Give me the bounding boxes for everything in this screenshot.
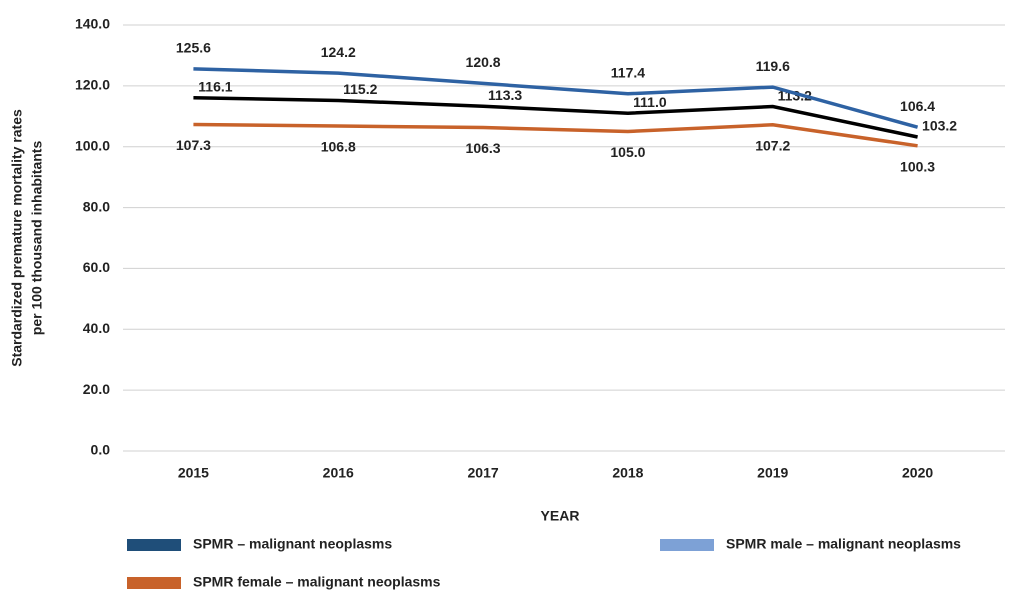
data-label: 116.1	[198, 78, 232, 94]
data-label: 107.2	[755, 138, 790, 154]
data-label: 113.3	[488, 87, 522, 103]
data-label: 106.8	[321, 139, 356, 155]
y-tick-label: 140.0	[75, 16, 110, 32]
data-label: 124.2	[321, 44, 356, 60]
data-label: 117.4	[611, 64, 645, 80]
y-tick-label: 0.0	[91, 442, 111, 458]
data-label: 105.0	[610, 144, 645, 160]
y-tick-label: 60.0	[83, 259, 110, 275]
data-label: 107.3	[176, 137, 211, 153]
y-tick-label: 120.0	[75, 77, 110, 93]
data-label: 119.6	[756, 58, 790, 74]
x-tick-label: 2020	[902, 465, 933, 481]
x-tick-label: 2019	[757, 465, 788, 481]
legend-label: SPMR – malignant neoplasms	[193, 536, 392, 552]
data-label: 111.0	[633, 94, 667, 110]
x-tick-label: 2015	[178, 465, 209, 481]
y-tick-label: 20.0	[83, 381, 110, 397]
y-axis-title: Stardardized premature mortality rates	[9, 109, 25, 367]
y-axis-title: per 100 thousand inhabitants	[29, 141, 45, 336]
x-tick-label: 2018	[612, 465, 643, 481]
legend-label: SPMR male – malignant neoplasms	[726, 536, 961, 552]
data-label: 106.3	[466, 140, 501, 156]
series-line	[193, 122, 918, 148]
x-axis-title: YEAR	[541, 508, 580, 524]
x-tick-label: 2017	[468, 465, 499, 481]
data-label: 125.6	[176, 40, 211, 56]
legend-swatch	[660, 539, 714, 551]
y-tick-label: 80.0	[83, 198, 110, 214]
x-tick-label: 2016	[323, 465, 354, 481]
y-tick-label: 100.0	[75, 137, 110, 153]
series-line	[193, 67, 919, 129]
data-label: 115.2	[343, 81, 377, 97]
legend-label: SPMR female – malignant neoplasms	[193, 574, 441, 590]
data-label: 103.2	[922, 118, 957, 134]
data-label: 120.8	[466, 54, 501, 70]
series-line	[193, 95, 918, 139]
data-label: 106.4	[900, 98, 935, 114]
legend-swatch	[127, 539, 181, 551]
data-label: 100.3	[900, 159, 935, 175]
legend-swatch	[127, 577, 181, 589]
y-tick-label: 40.0	[83, 320, 110, 336]
